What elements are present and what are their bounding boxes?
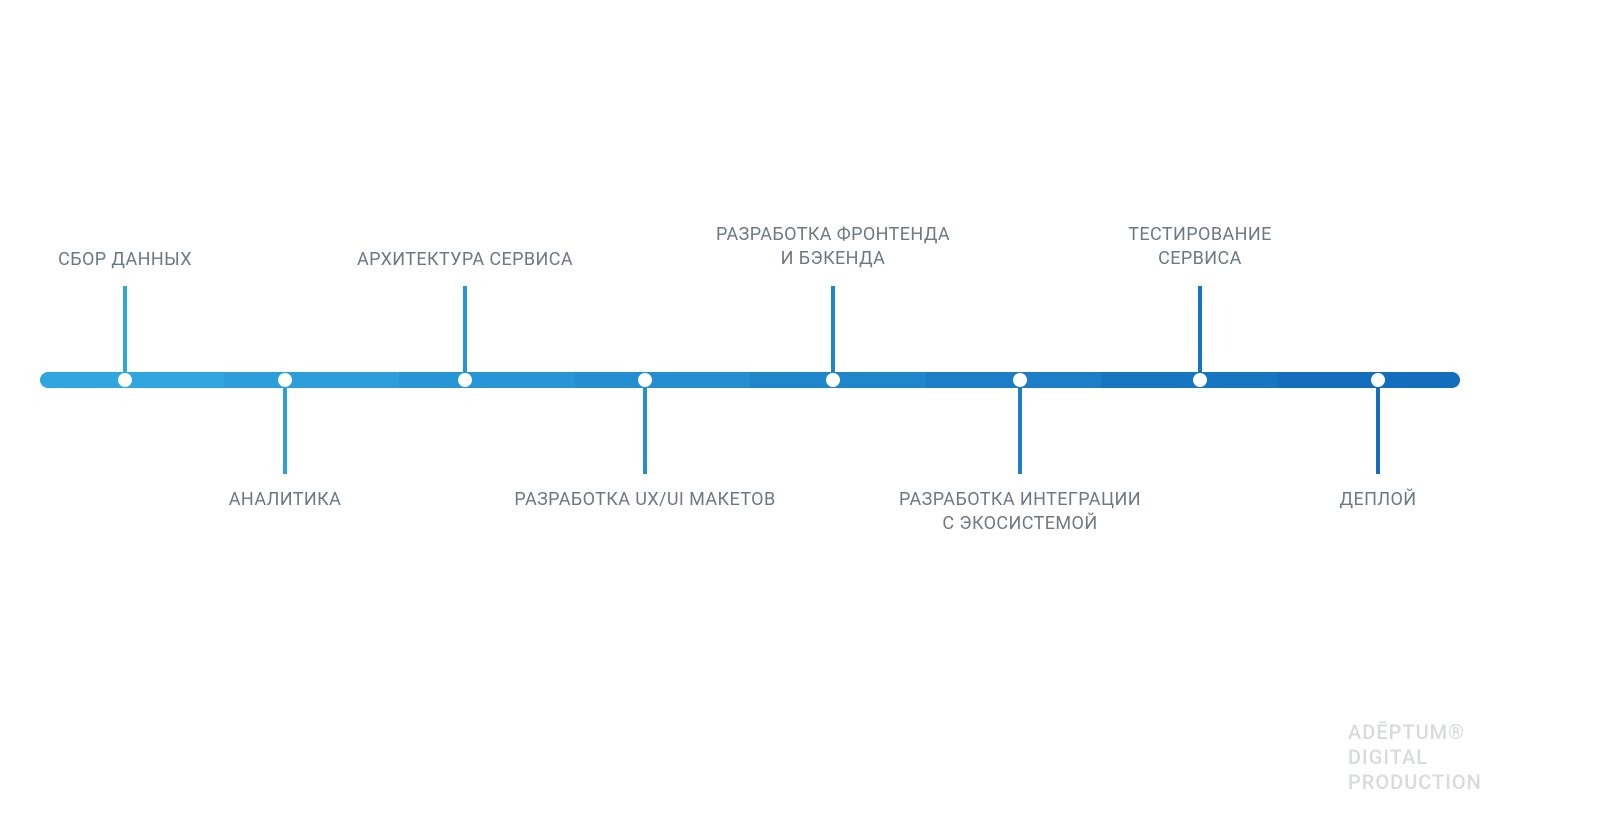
milestone-label: РАЗРАБОТКА UX/UI МАКЕТОВ	[514, 488, 775, 512]
milestone-label: РАЗРАБОТКА ИНТЕГРАЦИИ С ЭКОСИСТЕМОЙ	[899, 488, 1141, 537]
timeline-diagram: СБОР ДАННЫХ АНАЛИТИКА АРХИТЕКТУРА СЕРВИСА Р…	[0, 0, 1600, 826]
milestone-label: СБОР ДАННЫХ	[58, 248, 192, 272]
milestone-dot	[118, 373, 132, 387]
milestone-dot	[638, 373, 652, 387]
milestone-tick	[123, 286, 127, 372]
milestone-dot	[1013, 373, 1027, 387]
bar-segment	[399, 372, 575, 388]
milestone-tick	[1376, 388, 1380, 474]
milestone-tick	[463, 286, 467, 372]
milestone-tick	[643, 388, 647, 474]
milestone-tick	[283, 388, 287, 474]
watermark-logo: ADĒPTUM® DIGITAL PRODUCTION	[1348, 720, 1482, 795]
milestone-dot	[458, 373, 472, 387]
milestone-tick	[1198, 286, 1202, 372]
bar-segment	[48, 372, 224, 388]
milestone-label: ТЕСТИРОВАНИЕ СЕРВИСА	[1128, 223, 1271, 272]
milestone-dot	[278, 373, 292, 387]
bar-segment	[1101, 372, 1277, 388]
bar-segment	[224, 372, 400, 388]
milestone-tick	[1018, 388, 1022, 474]
bar-segment	[575, 372, 751, 388]
milestone-dot	[1371, 373, 1385, 387]
bar-segment	[1277, 372, 1453, 388]
milestone-label: РАЗРАБОТКА ФРОНТЕНДА И БЭКЕНДА	[716, 223, 950, 272]
bar-cap-left	[40, 372, 48, 388]
milestone-tick	[831, 286, 835, 372]
milestone-dot	[826, 373, 840, 387]
milestone-label: АНАЛИТИКА	[229, 488, 341, 512]
milestone-dot	[1193, 373, 1207, 387]
bar-cap-right	[1452, 372, 1460, 388]
milestone-label: АРХИТЕКТУРА СЕРВИСА	[357, 248, 573, 272]
milestone-label: ДЕПЛОЙ	[1340, 488, 1417, 512]
